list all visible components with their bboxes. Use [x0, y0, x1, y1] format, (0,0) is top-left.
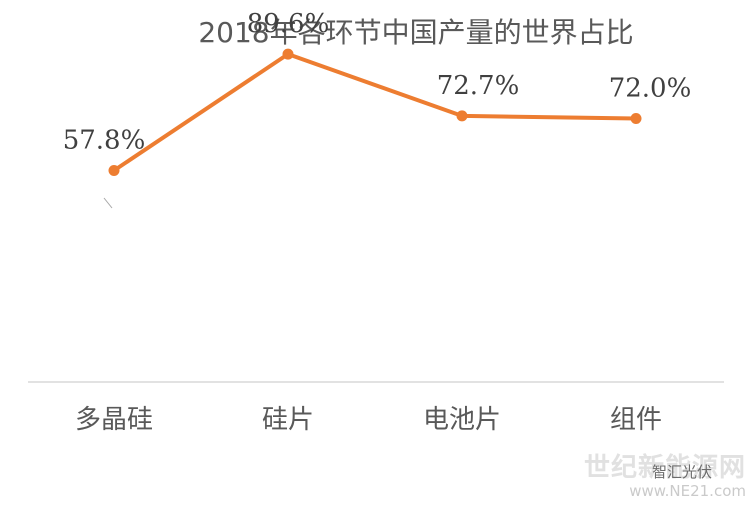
data-point — [282, 48, 294, 60]
watermark-url: www.NE21.com — [629, 482, 746, 500]
chart-title: 2018年各环节中国产量的世界占比 — [198, 16, 633, 49]
data-point — [456, 110, 468, 122]
watermark: 世纪新能源网 www.NE21.com — [584, 454, 746, 500]
plot-area: 多晶硅 硅片 电池片 组件 57.8% 89.6% 72.7% 72.0% — [63, 9, 692, 435]
data-label: 89.6% — [247, 9, 330, 39]
watermark-main: 世纪新能源网 — [583, 453, 746, 483]
data-label: 72.7% — [437, 71, 520, 101]
data-point — [630, 113, 642, 124]
data-point — [108, 165, 120, 176]
series-line — [112, 52, 637, 173]
data-label: 57.8% — [63, 126, 146, 156]
watermark-overlay: 智汇光伏 — [651, 463, 712, 481]
x-tick-label: 硅片 — [262, 405, 314, 435]
label-leader-line — [103, 197, 113, 209]
x-tick-label: 组件 — [610, 405, 662, 435]
data-label: 72.0% — [609, 74, 692, 104]
x-tick-label: 电池片 — [423, 405, 501, 435]
x-tick-label: 多晶硅 — [75, 405, 153, 435]
